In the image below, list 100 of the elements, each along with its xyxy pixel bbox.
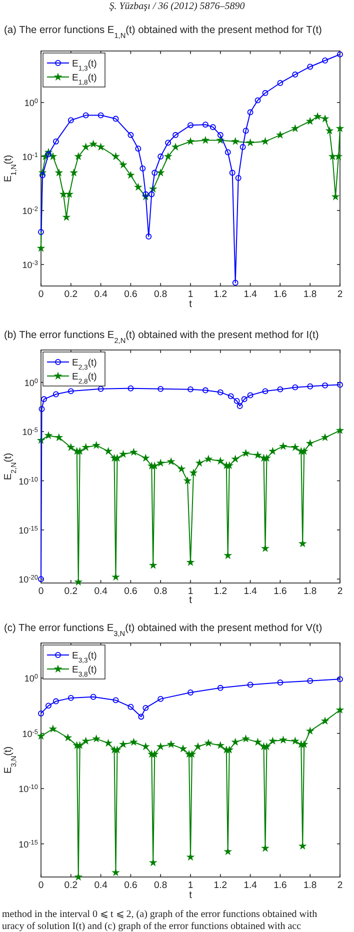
x-tick-label: 0.6 [124, 586, 138, 597]
point [236, 403, 243, 409]
point [242, 734, 250, 742]
point [290, 442, 300, 451]
x-axis-title: t [189, 299, 192, 310]
point [334, 152, 343, 160]
point [141, 742, 150, 750]
point [52, 698, 59, 704]
point [307, 383, 314, 390]
point [240, 144, 246, 150]
point [142, 704, 149, 711]
point [68, 117, 74, 124]
point [328, 152, 337, 160]
point [231, 454, 240, 463]
point [268, 446, 277, 455]
y-tick-label: 10$^{-15}$ [18, 838, 38, 850]
y-tick-label: 10$^{-1}$ [22, 152, 38, 162]
point [138, 714, 144, 720]
point [307, 64, 314, 70]
point [277, 386, 284, 392]
point [210, 124, 216, 130]
point [74, 152, 83, 160]
point [158, 696, 164, 702]
point [262, 742, 271, 750]
point [148, 858, 158, 866]
point [128, 132, 134, 138]
point [186, 137, 195, 146]
point [306, 438, 314, 447]
point [129, 738, 138, 746]
point [172, 132, 179, 138]
point [202, 387, 208, 394]
point [164, 152, 172, 160]
point [38, 406, 45, 412]
point [298, 842, 307, 850]
point [194, 742, 202, 750]
point [134, 182, 142, 191]
y-tick-label: 10$^{-3}$ [22, 260, 38, 270]
text: method in the interval 0 ⩽ t ⩽ 2, (a) graph of the error functions obtained with [2, 909, 318, 920]
y-tick-label: 10$^{-10}$ [18, 784, 38, 794]
point [268, 736, 277, 745]
point [188, 386, 194, 392]
point [229, 170, 236, 176]
y-tick-label: 10$^{-2}$ [22, 206, 38, 216]
point [278, 442, 288, 450]
x-tick-label: 0 [38, 289, 44, 300]
point [65, 190, 74, 198]
point [46, 702, 52, 709]
point [228, 393, 234, 400]
point [188, 690, 194, 696]
point [278, 736, 288, 744]
point [165, 140, 172, 146]
point [148, 191, 155, 198]
point [156, 168, 165, 176]
x-tick-label: 0.2 [64, 586, 78, 597]
x-tick-label: 1 [188, 289, 194, 300]
point [158, 154, 164, 160]
point [112, 572, 120, 581]
point [262, 454, 271, 462]
point [128, 385, 134, 392]
point [232, 280, 238, 286]
point [37, 732, 46, 740]
text: uracy of solution I(t) and (c) graph of the error functions obtained with acc [2, 921, 302, 932]
point [234, 398, 240, 404]
point [235, 175, 242, 181]
point [201, 136, 210, 144]
point [261, 137, 270, 146]
point [82, 112, 89, 118]
point [277, 680, 284, 686]
x-axis-title: t [189, 595, 192, 606]
legend-label: E$_{3,8}$(t) [72, 664, 97, 678]
x-tick-label: 1.2 [214, 586, 228, 597]
point [246, 138, 255, 146]
point [128, 704, 134, 710]
point [254, 97, 261, 104]
point [129, 448, 138, 456]
x-tick-label: 1.2 [214, 289, 228, 300]
point [92, 734, 101, 742]
point [158, 386, 164, 392]
point [254, 450, 262, 459]
legend-label: E$_{3,3}$(t) [72, 650, 97, 664]
point [261, 544, 270, 552]
point [261, 844, 270, 852]
x-tick-label: 1.6 [274, 586, 287, 597]
point [126, 170, 135, 179]
point [104, 446, 112, 455]
point [92, 440, 101, 449]
x-tick-label: 1.4 [244, 880, 257, 891]
point [74, 872, 83, 881]
point [325, 126, 334, 134]
point [277, 80, 284, 86]
point [177, 464, 186, 473]
point [112, 116, 119, 122]
point [68, 694, 74, 701]
x-tick-label: 1.8 [303, 289, 317, 300]
point [152, 170, 158, 176]
point [44, 431, 53, 440]
point [189, 468, 198, 476]
point [52, 391, 59, 398]
point [66, 442, 76, 451]
chart-title: (b) The error functions E$_{2,N}$(t) obtained with the present method for I(t) [4, 330, 319, 344]
